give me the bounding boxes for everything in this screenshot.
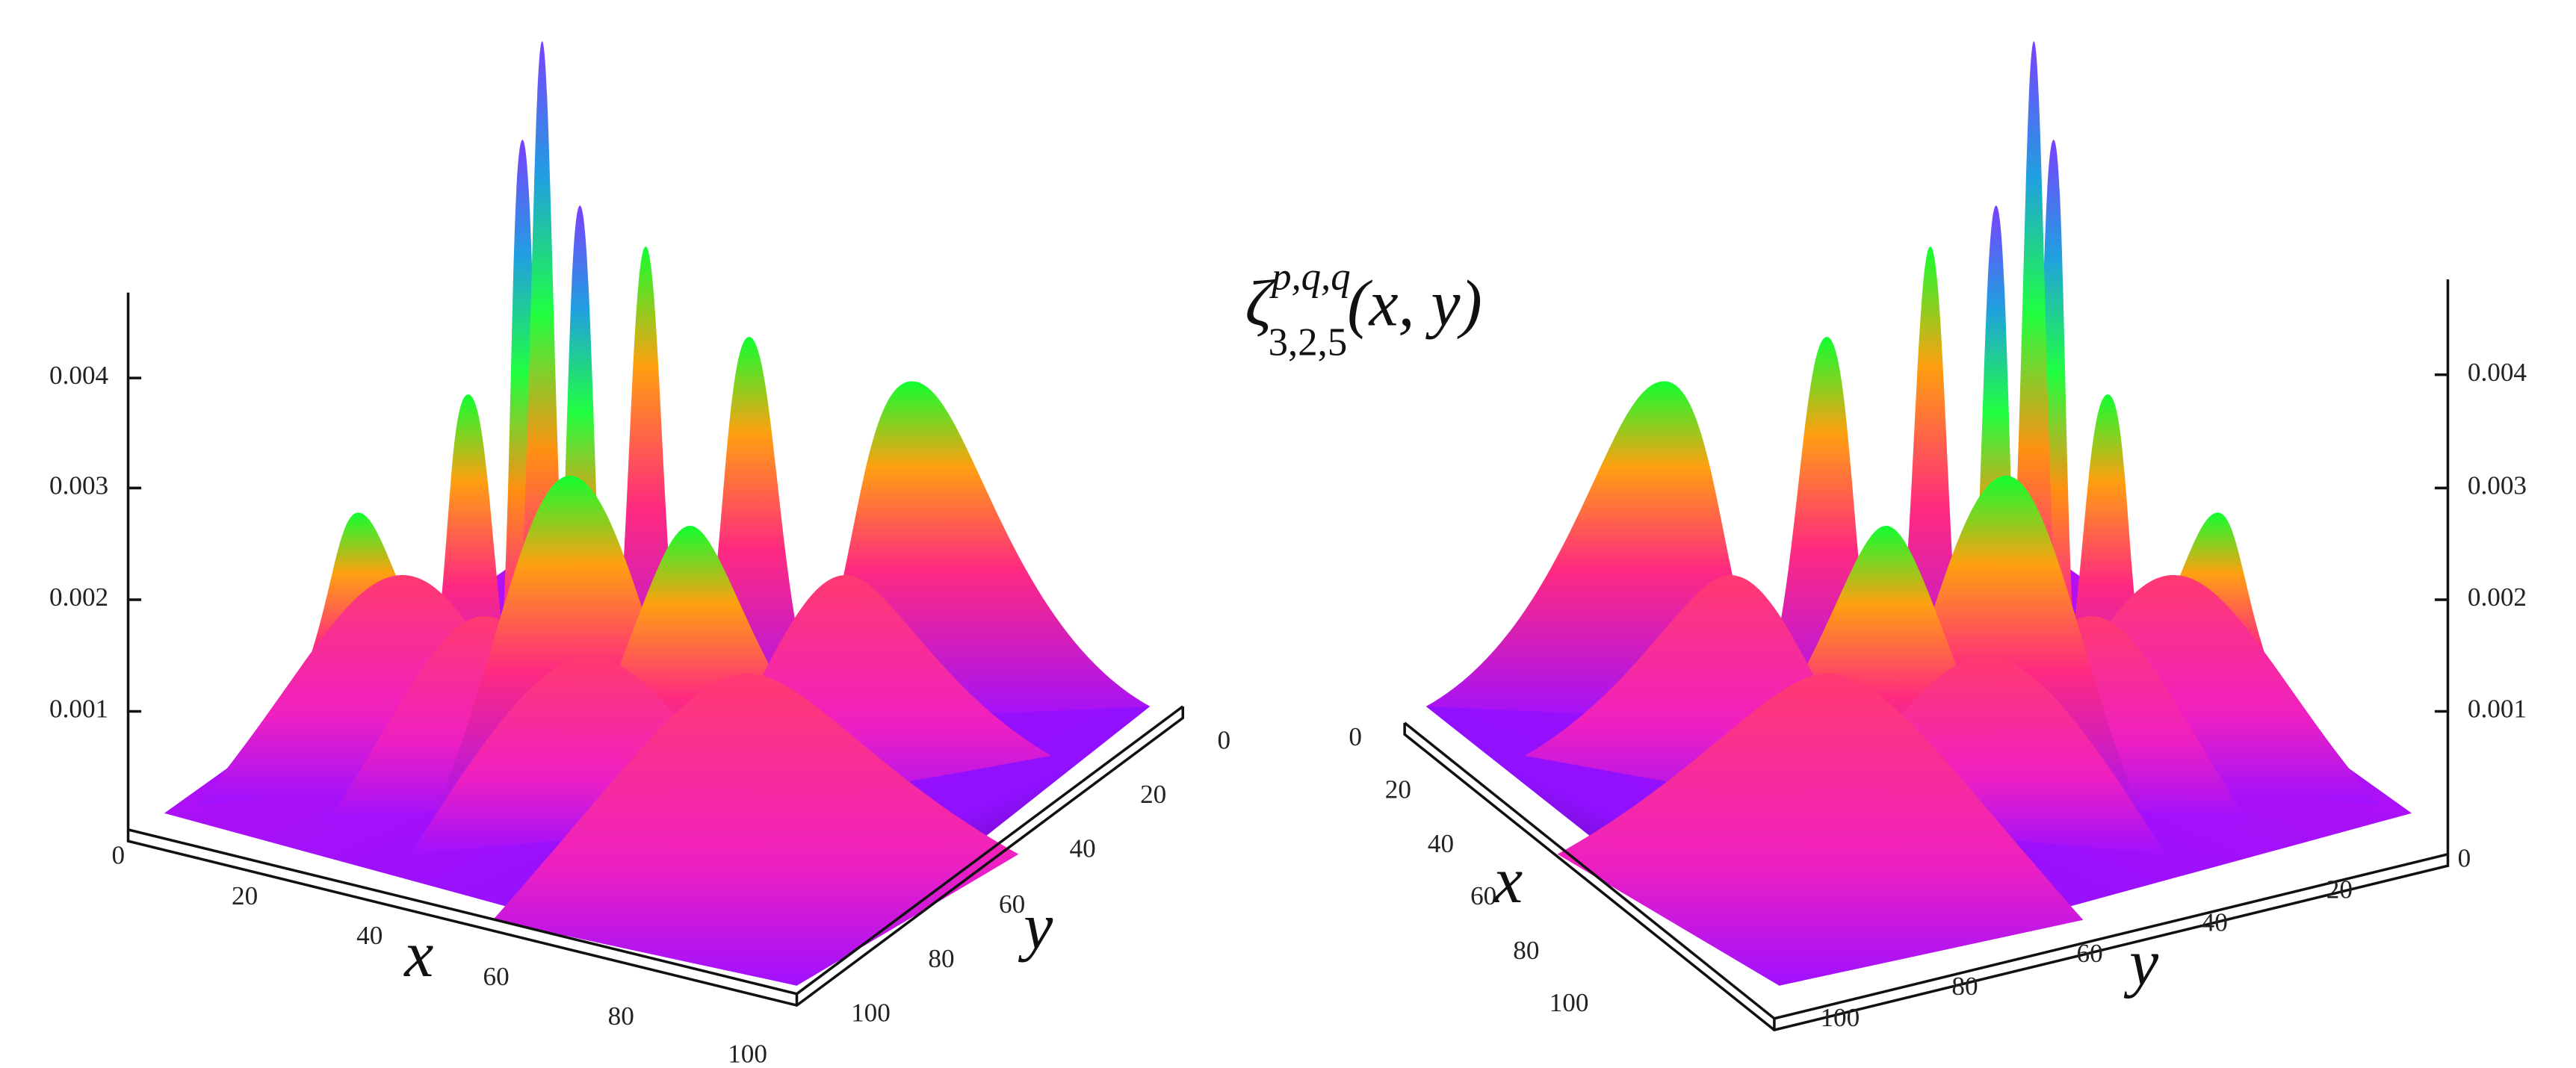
x-tick-label: 0 <box>112 840 126 869</box>
y-axis-label: y <box>2123 927 2159 999</box>
y-tick-label: 60 <box>999 890 1025 919</box>
y-axis-label: y <box>1018 891 1053 963</box>
x-axis-label: x <box>1492 845 1523 917</box>
left-axes: 0.004 0.003 0.002 0.001 0 20 40 60 80 10… <box>49 292 1230 1068</box>
x-tick-label: 80 <box>1513 936 1539 965</box>
z-tick-label: 0.003 <box>2468 471 2527 500</box>
z-tick-label: 0.003 <box>49 471 108 500</box>
x-tick-label: 20 <box>232 881 258 910</box>
x-tick-label: 60 <box>483 962 510 991</box>
y-tick-label: 40 <box>1070 833 1096 863</box>
x-tick-label: 40 <box>356 921 383 950</box>
z-tick-label: 0.001 <box>2468 695 2527 724</box>
chart-title: ζp,q,q 3,2,5(x, y) <box>1245 255 1481 364</box>
x-tick-label: 100 <box>1549 988 1589 1017</box>
right-surface <box>1425 41 2412 986</box>
y-tick-label: 20 <box>1140 780 1166 809</box>
x-tick-label: 40 <box>1428 829 1454 858</box>
x-axis-label: x <box>403 919 433 991</box>
y-tick-label: 100 <box>851 998 891 1027</box>
z-tick-label: 0.004 <box>49 361 109 390</box>
title-superscript: p,q,q <box>1269 255 1351 298</box>
z-tick-label: 0.004 <box>2468 358 2527 387</box>
title-base: ζ <box>1245 268 1275 341</box>
y-tick-label: 60 <box>2077 939 2103 968</box>
title-subscript: 3,2,5 <box>1269 320 1348 364</box>
x-tick-label: 100 <box>728 1039 767 1068</box>
z-tick-label: 0.002 <box>2468 583 2527 612</box>
y-tick-label: 0 <box>1217 725 1230 754</box>
y-tick-label: 0 <box>2458 844 2471 873</box>
x-tick-label: 0 <box>1349 722 1362 751</box>
title-argument: (x, y) <box>1347 268 1482 341</box>
y-tick-label: 80 <box>1951 972 1978 1001</box>
y-tick-label: 80 <box>928 944 954 973</box>
left-surface <box>164 41 1151 986</box>
y-tick-label: 100 <box>1820 1003 1860 1032</box>
x-tick-label: 20 <box>1385 774 1411 804</box>
y-tick-label: 40 <box>2202 907 2228 937</box>
y-tick-label: 20 <box>2326 875 2353 904</box>
z-tick-label: 0.001 <box>49 695 108 724</box>
x-tick-label: 80 <box>608 1002 634 1031</box>
right-axes: 0.004 0.003 0.002 0.001 0 20 40 60 80 10… <box>1349 279 2527 1032</box>
x-tick-label: 60 <box>1470 881 1496 910</box>
z-tick-label: 0.002 <box>49 583 108 612</box>
